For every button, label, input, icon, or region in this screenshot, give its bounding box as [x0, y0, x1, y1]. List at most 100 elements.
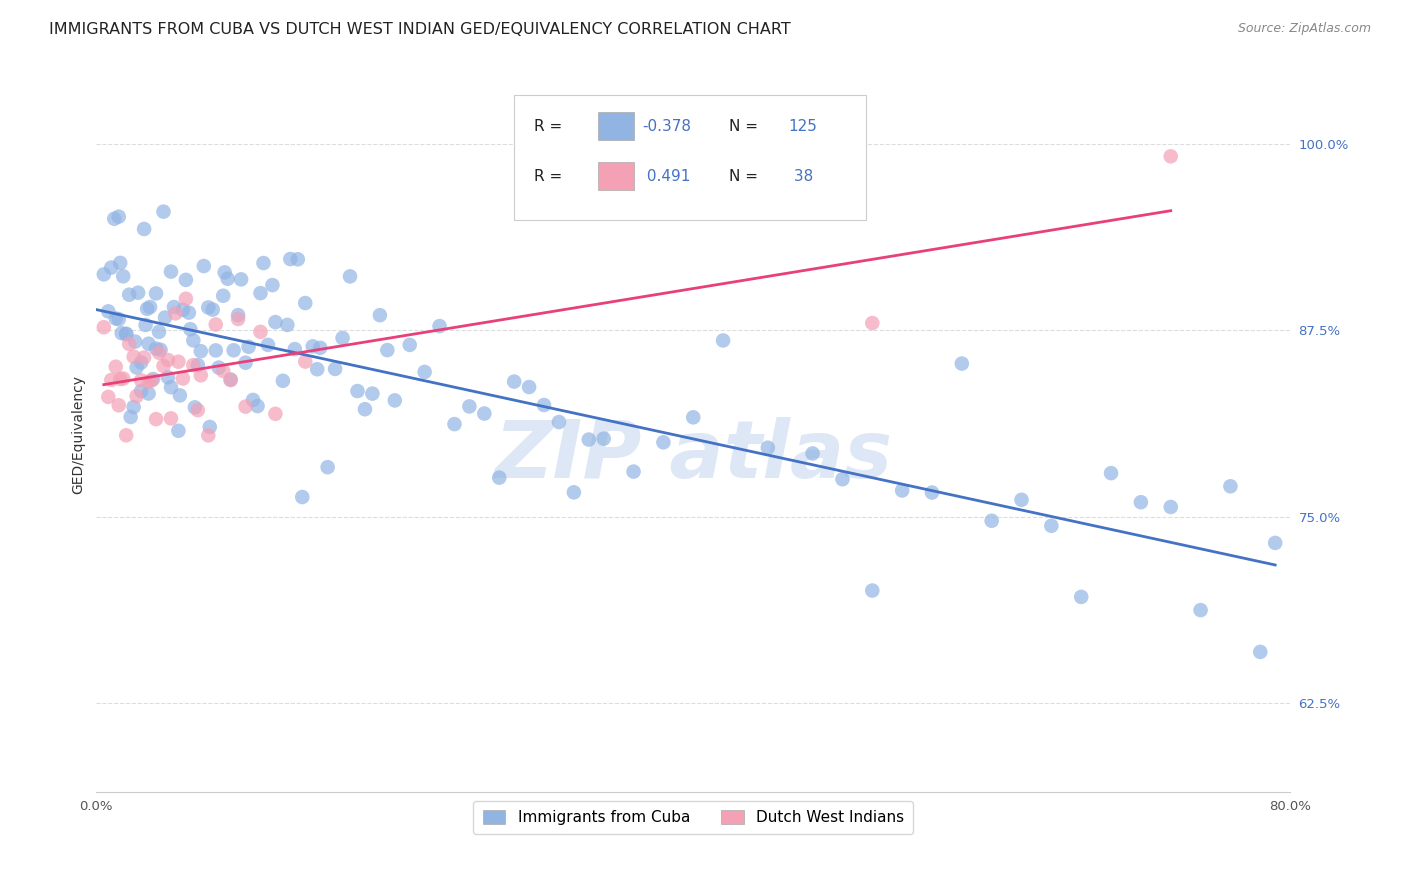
Point	[1011, 492, 1033, 507]
Point	[136, 301, 159, 316]
Point	[562, 485, 585, 500]
Point	[346, 384, 368, 398]
Point	[339, 269, 361, 284]
Point	[100, 260, 122, 275]
Point	[291, 490, 314, 504]
Point	[488, 470, 510, 484]
Point	[148, 325, 170, 339]
Point	[104, 359, 127, 374]
Point	[129, 384, 152, 398]
Point	[1160, 500, 1182, 514]
Point	[93, 320, 115, 334]
Point	[160, 411, 183, 425]
Point	[107, 398, 129, 412]
Point	[229, 272, 252, 286]
Point	[122, 350, 145, 364]
Point	[125, 360, 148, 375]
Point	[226, 308, 249, 322]
Point	[156, 370, 179, 384]
Point	[1189, 603, 1212, 617]
Text: 38: 38	[789, 169, 813, 184]
Point	[384, 393, 406, 408]
Point	[115, 428, 138, 442]
Point	[197, 301, 219, 315]
FancyBboxPatch shape	[598, 112, 634, 140]
Point	[323, 362, 346, 376]
Text: N =: N =	[730, 119, 758, 134]
Point	[208, 360, 231, 375]
Point	[145, 342, 167, 356]
Point	[125, 389, 148, 403]
Point	[592, 432, 614, 446]
Point	[167, 424, 190, 438]
Point	[271, 374, 294, 388]
Point	[111, 326, 134, 341]
Point	[316, 460, 339, 475]
Point	[950, 357, 973, 371]
Point	[153, 310, 176, 325]
Point	[112, 269, 135, 284]
Point	[361, 386, 384, 401]
Point	[156, 353, 179, 368]
Point	[294, 354, 316, 368]
Point	[831, 472, 853, 486]
Text: ZIP atlas: ZIP atlas	[494, 417, 893, 495]
Point	[214, 265, 236, 279]
Point	[980, 514, 1002, 528]
Point	[235, 356, 257, 370]
Point	[122, 400, 145, 414]
Point	[167, 355, 190, 369]
Text: Source: ZipAtlas.com: Source: ZipAtlas.com	[1237, 22, 1371, 36]
Point	[129, 373, 152, 387]
Point	[179, 322, 201, 336]
Point	[115, 326, 138, 341]
Point	[264, 315, 287, 329]
Point	[142, 372, 165, 386]
FancyBboxPatch shape	[598, 161, 634, 190]
Point	[172, 302, 194, 317]
Point	[278, 252, 301, 266]
Point	[332, 331, 354, 345]
Point	[219, 373, 242, 387]
Point	[368, 308, 391, 322]
Point	[756, 441, 779, 455]
Point	[1160, 149, 1182, 163]
Point	[93, 268, 115, 282]
Point	[375, 343, 398, 357]
Point	[891, 483, 914, 498]
Point	[129, 355, 152, 369]
Point	[145, 412, 167, 426]
Point	[682, 410, 704, 425]
Point	[249, 286, 271, 301]
Point	[118, 287, 141, 301]
Point	[112, 371, 135, 385]
Point	[201, 302, 224, 317]
Text: R =: R =	[534, 119, 562, 134]
Point	[1040, 518, 1063, 533]
Point	[183, 334, 205, 348]
Point	[238, 340, 260, 354]
Point	[169, 388, 191, 402]
Point	[801, 446, 824, 460]
Point	[652, 435, 675, 450]
Point	[1070, 590, 1092, 604]
FancyBboxPatch shape	[515, 95, 866, 220]
Point	[294, 296, 316, 310]
Point	[145, 286, 167, 301]
Point	[921, 485, 943, 500]
Point	[198, 420, 221, 434]
Point	[132, 351, 155, 365]
Point	[174, 273, 197, 287]
Point	[212, 364, 235, 378]
Point	[103, 211, 125, 226]
Point	[309, 341, 332, 355]
Point	[264, 407, 287, 421]
Text: -0.378: -0.378	[643, 119, 690, 134]
Text: N =: N =	[730, 169, 758, 184]
Point	[138, 375, 160, 389]
Text: IMMIGRANTS FROM CUBA VS DUTCH WEST INDIAN GED/EQUIVALENCY CORRELATION CHART: IMMIGRANTS FROM CUBA VS DUTCH WEST INDIA…	[49, 22, 792, 37]
Point	[190, 344, 212, 359]
Text: R =: R =	[534, 169, 562, 184]
Point	[141, 373, 163, 387]
Point	[287, 252, 309, 267]
